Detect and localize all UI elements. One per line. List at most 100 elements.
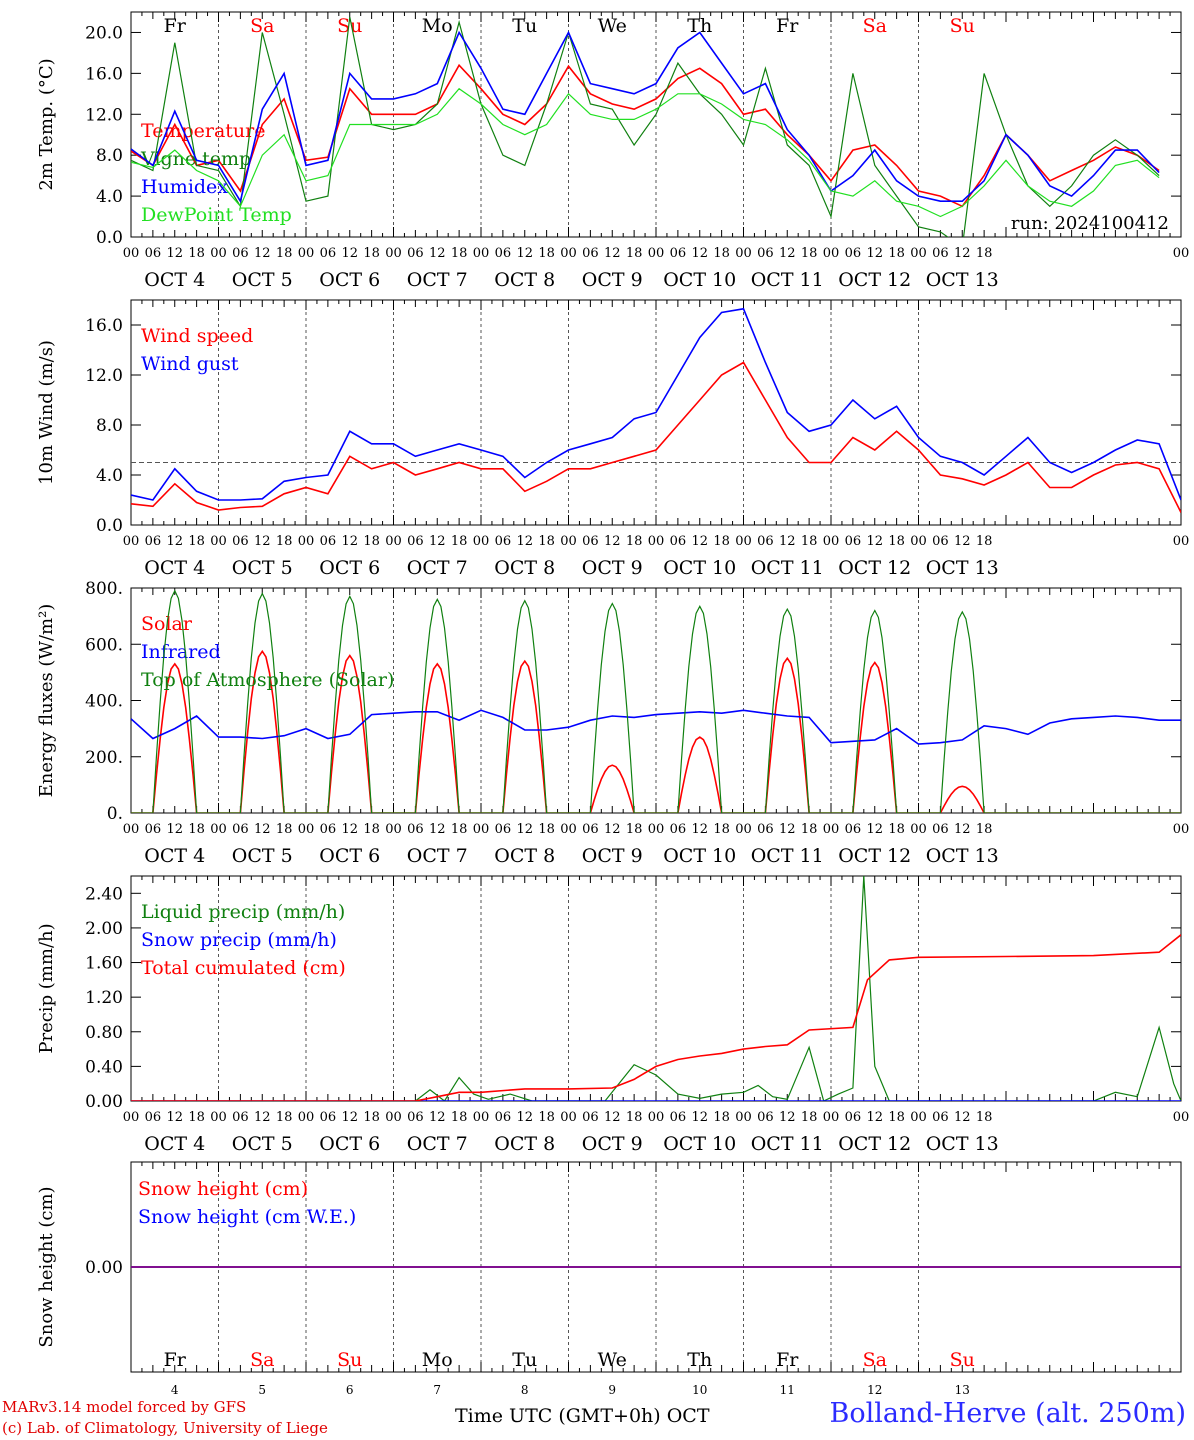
y-axis-label: 2m Temp. (°C)	[36, 58, 57, 190]
hour-tick-label: 00	[648, 1110, 665, 1125]
date-label: OCT 6	[319, 845, 380, 867]
hour-tick-label: 18	[188, 534, 205, 549]
hour-tick-label: 18	[713, 822, 730, 837]
hour-tick-label: 18	[713, 246, 730, 261]
hour-tick-label: 06	[232, 246, 249, 261]
hour-tick-label: 18	[976, 822, 993, 837]
hour-tick-label: 06	[145, 246, 162, 261]
hour-tick-label: 18	[626, 822, 643, 837]
hour-tick-label: 00	[210, 246, 227, 261]
date-label: OCT 10	[663, 269, 736, 291]
y-tick-label: 200.	[85, 748, 123, 768]
hour-tick-label: 12	[866, 1110, 883, 1125]
hour-tick-label: 06	[932, 246, 949, 261]
hour-tick-label: 00	[735, 1110, 752, 1125]
hour-tick-label: 12	[691, 1110, 708, 1125]
legend-entry: Wind gust	[141, 353, 239, 375]
hour-tick-label: 18	[451, 534, 468, 549]
hour-tick-label: 18	[888, 246, 905, 261]
run-label: run: 2024100412	[1011, 213, 1169, 234]
date-label: OCT 7	[407, 269, 468, 291]
series-wind-speed	[131, 361, 1181, 513]
hour-tick-label: 12	[516, 1110, 533, 1125]
legend-entry: Infrared	[141, 641, 221, 663]
hour-tick-label: 12	[604, 1110, 621, 1125]
date-label: OCT 8	[494, 269, 555, 291]
hour-tick-label: 12	[779, 822, 796, 837]
hour-tick-label: 00	[298, 246, 315, 261]
y-tick-label: 400.	[85, 692, 123, 712]
hour-tick-label: 00	[298, 1110, 315, 1125]
y-tick-label: 12.0	[85, 105, 123, 125]
day-name-label: We	[598, 1349, 627, 1371]
date-label: OCT 13	[926, 269, 999, 291]
hour-tick-label: 12	[954, 1110, 971, 1125]
hour-tick-label: 00	[735, 246, 752, 261]
legend-entry: DewPoint Temp	[141, 204, 292, 226]
day-number-label: 12	[867, 1383, 882, 1397]
hour-tick-label: 06	[845, 246, 862, 261]
day-name-label: We	[598, 15, 627, 37]
hour-tick-label: 12	[429, 1110, 446, 1125]
day-number-label: 8	[521, 1383, 529, 1397]
date-label: OCT 13	[926, 1133, 999, 1155]
date-label: OCT 9	[582, 845, 643, 867]
hour-tick-label: 18	[363, 1110, 380, 1125]
legend-entry: Wind speed	[141, 325, 253, 347]
hour-tick-label: 18	[538, 1110, 555, 1125]
date-label: OCT 12	[838, 1133, 911, 1155]
hour-tick-label: 18	[538, 822, 555, 837]
hour-tick-label: 06	[932, 534, 949, 549]
hour-tick-label: 00	[910, 534, 927, 549]
hour-tick-label: 12	[866, 822, 883, 837]
hour-tick-label: 18	[801, 534, 818, 549]
hour-tick-label: 06	[757, 1110, 774, 1125]
hour-tick-label: 12	[691, 534, 708, 549]
date-label: OCT 11	[751, 269, 824, 291]
date-label: OCT 10	[663, 1133, 736, 1155]
day-number-label: 6	[346, 1383, 354, 1397]
day-name-label: Sa	[863, 15, 887, 37]
hour-tick-label: 06	[932, 822, 949, 837]
y-tick-label: 4.0	[96, 466, 123, 486]
hour-tick-label: 00	[385, 534, 402, 549]
hour-tick-label: 00	[385, 246, 402, 261]
hour-tick-label: 12	[166, 534, 183, 549]
day-number-label: 9	[608, 1383, 616, 1397]
hour-tick-label: 18	[626, 534, 643, 549]
day-number-label: 4	[171, 1383, 179, 1397]
legend-entry: Humidex	[141, 176, 228, 198]
hour-tick-label: 00	[298, 534, 315, 549]
date-label: OCT 6	[319, 557, 380, 579]
hour-tick-label: 06	[320, 822, 337, 837]
hour-tick-label: 00	[823, 246, 840, 261]
hour-tick-label: 18	[626, 246, 643, 261]
hour-tick-label: 06	[145, 534, 162, 549]
hour-tick-label: 06	[582, 822, 599, 837]
y-tick-label: 0.	[107, 804, 123, 824]
date-label: OCT 8	[494, 845, 555, 867]
y-tick-label: 12.0	[85, 366, 123, 386]
hour-tick-label: 18	[276, 1110, 293, 1125]
hour-tick-label: 06	[845, 534, 862, 549]
y-tick-label: 4.0	[96, 187, 123, 207]
hour-tick-label: 00	[123, 822, 140, 837]
hour-tick-label: 06	[320, 534, 337, 549]
date-label: OCT 7	[407, 845, 468, 867]
hour-tick-label: 12	[954, 822, 971, 837]
date-label: OCT 5	[232, 1133, 293, 1155]
hour-tick-label: 12	[341, 822, 358, 837]
hour-tick-label: 06	[320, 246, 337, 261]
hour-tick-label: 12	[254, 246, 271, 261]
y-axis-label: Snow height (cm)	[36, 1186, 57, 1347]
hour-tick-label: 06	[407, 822, 424, 837]
panel-3-frame	[130, 587, 1182, 814]
date-label: OCT 12	[838, 269, 911, 291]
hour-tick-label: 00	[123, 1110, 140, 1125]
hour-tick-label: 06	[670, 822, 687, 837]
hour-tick-label: 12	[254, 822, 271, 837]
legend-entry: Snow height (cm)	[138, 1178, 308, 1200]
hour-tick-label: 18	[626, 1110, 643, 1125]
hour-tick-label: 12	[429, 246, 446, 261]
day-name-label: Mo	[422, 15, 453, 37]
